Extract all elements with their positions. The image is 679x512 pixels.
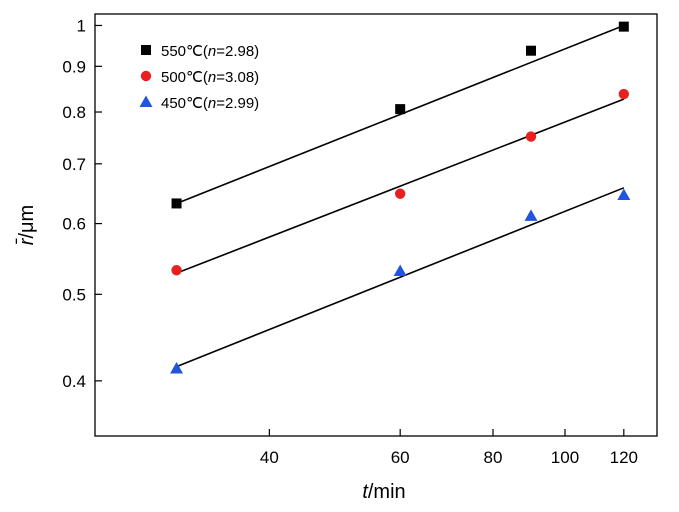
x-tick-label: 80 bbox=[484, 448, 503, 467]
data-point-triangle bbox=[393, 264, 407, 276]
data-point-triangle bbox=[524, 209, 538, 221]
y-tick-label: 1 bbox=[77, 16, 86, 35]
x-tick-label: 100 bbox=[551, 448, 579, 467]
data-point-square bbox=[395, 104, 406, 115]
data-point-circle bbox=[618, 88, 630, 100]
data-point-circle bbox=[394, 188, 406, 199]
fit-line bbox=[176, 24, 625, 205]
legend-marker-circle bbox=[140, 70, 152, 82]
data-point-square bbox=[618, 21, 629, 32]
x-tick-label: 40 bbox=[260, 448, 279, 467]
data-point-triangle bbox=[617, 188, 631, 200]
x-tick-label: 60 bbox=[391, 448, 410, 467]
fit-line bbox=[176, 187, 625, 368]
legend-marker-triangle bbox=[139, 95, 153, 107]
plot-frame bbox=[94, 13, 658, 437]
y-tick-label: 0.7 bbox=[62, 155, 86, 174]
y-tick-label: 0.5 bbox=[62, 285, 86, 304]
y-tick-label: 0.9 bbox=[62, 57, 86, 76]
data-point-square bbox=[171, 198, 182, 209]
y-tick-label: 0.6 bbox=[62, 215, 86, 234]
y-axis-label: r̄/μm bbox=[15, 205, 38, 245]
y-tick-label: 0.8 bbox=[62, 103, 86, 122]
data-point-triangle bbox=[170, 361, 184, 374]
legend-marker-square bbox=[141, 45, 151, 55]
legend-label: 550℃(n=2.98) bbox=[161, 43, 259, 60]
legend-label: 500℃(n=3.08) bbox=[161, 69, 259, 86]
x-tick-label: 120 bbox=[610, 448, 638, 467]
x-axis-label: t/min bbox=[362, 481, 405, 503]
data-point-circle bbox=[525, 131, 537, 142]
data-point-circle bbox=[171, 265, 182, 276]
data-point-square bbox=[525, 45, 536, 56]
fit-line bbox=[176, 98, 625, 274]
y-tick-label: 0.4 bbox=[62, 372, 86, 391]
legend-label: 450℃(n=2.99) bbox=[161, 95, 259, 112]
